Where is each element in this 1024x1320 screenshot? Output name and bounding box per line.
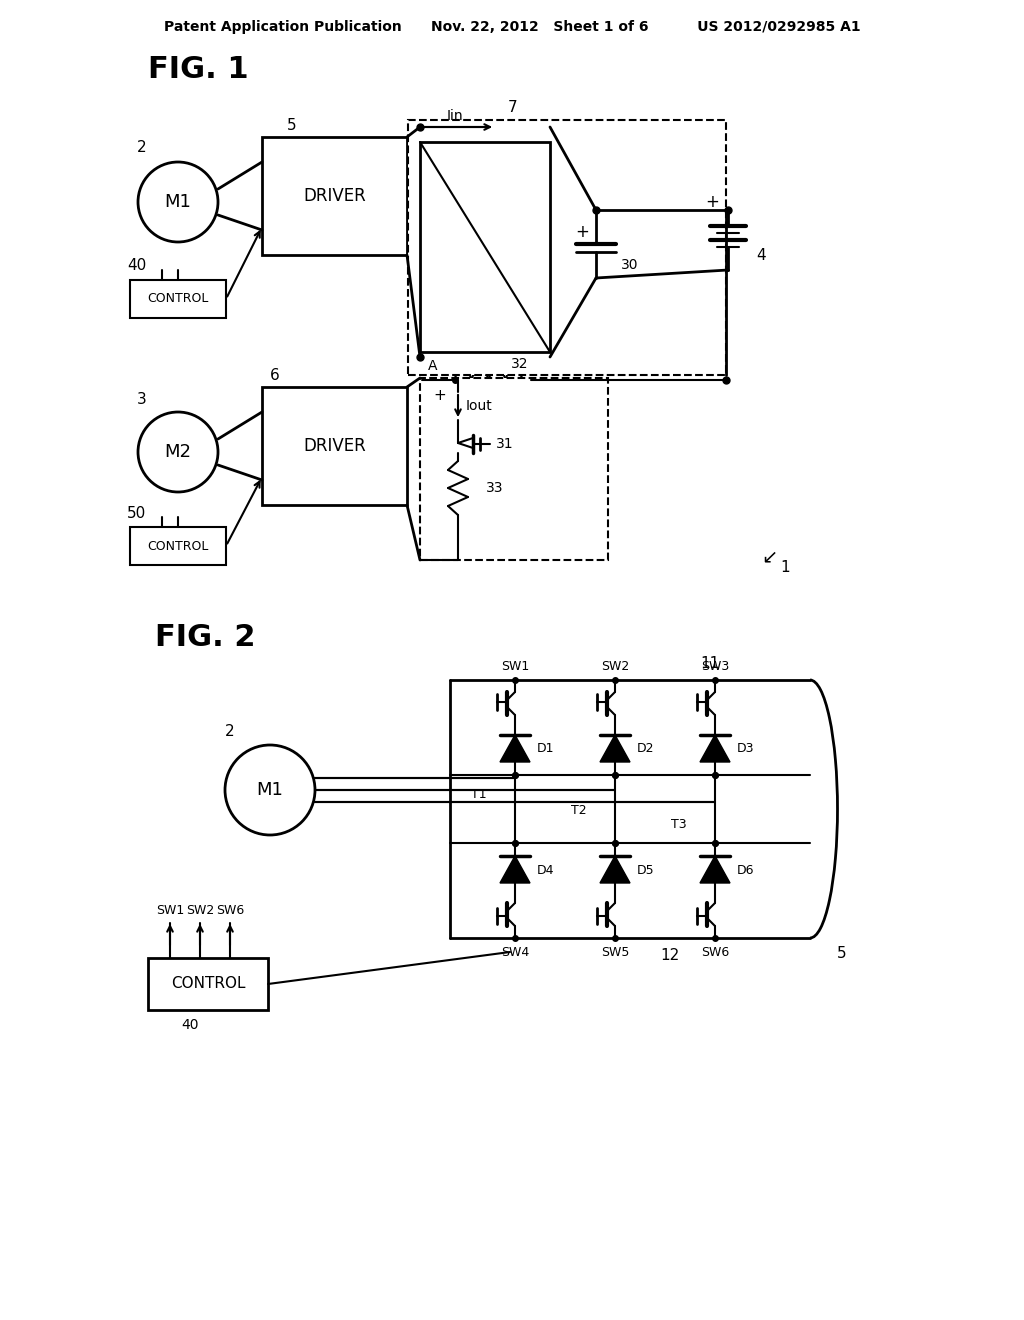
Text: 7: 7	[508, 99, 518, 115]
Text: 2: 2	[137, 140, 146, 156]
Text: Iin: Iin	[446, 110, 463, 123]
Text: 4: 4	[756, 248, 766, 263]
Text: D3: D3	[737, 742, 755, 755]
Text: D1: D1	[537, 742, 555, 755]
Text: Patent Application Publication      Nov. 22, 2012   Sheet 1 of 6          US 201: Patent Application Publication Nov. 22, …	[164, 20, 860, 34]
Text: 11: 11	[700, 656, 720, 672]
Text: D4: D4	[537, 863, 555, 876]
Text: SW4: SW4	[501, 945, 529, 958]
Text: DRIVER: DRIVER	[303, 187, 366, 205]
Text: +: +	[433, 388, 446, 404]
Text: 6: 6	[270, 367, 280, 383]
Bar	[408, 120, 726, 375]
Polygon shape	[600, 735, 630, 762]
Bar	[420, 143, 550, 352]
Text: CONTROL: CONTROL	[147, 293, 209, 305]
Bar	[130, 527, 226, 565]
Text: 40: 40	[181, 1018, 199, 1032]
Text: +: +	[706, 193, 719, 211]
Text: SW3: SW3	[700, 660, 729, 672]
Text: 5: 5	[838, 946, 847, 961]
Text: 2: 2	[225, 725, 234, 739]
Text: $\swarrow$: $\swarrow$	[758, 549, 778, 568]
Bar	[262, 387, 407, 506]
Text: D2: D2	[637, 742, 654, 755]
Bar	[148, 958, 268, 1010]
Polygon shape	[700, 855, 730, 883]
Text: Iout: Iout	[466, 399, 493, 413]
Text: FIG. 2: FIG. 2	[155, 623, 256, 652]
Polygon shape	[500, 735, 530, 762]
Text: DRIVER: DRIVER	[303, 437, 366, 455]
Text: T1: T1	[471, 788, 487, 801]
Text: 12: 12	[660, 949, 680, 964]
Text: T3: T3	[672, 818, 687, 832]
Bar	[130, 280, 226, 318]
Text: CONTROL: CONTROL	[147, 540, 209, 553]
Text: SW2: SW2	[186, 903, 214, 916]
Text: SW1: SW1	[156, 903, 184, 916]
Text: SW6: SW6	[216, 903, 244, 916]
Text: SW6: SW6	[700, 945, 729, 958]
Text: 1: 1	[780, 561, 790, 576]
Text: 33: 33	[486, 480, 504, 495]
Text: 31: 31	[496, 437, 514, 451]
Text: SW2: SW2	[601, 660, 629, 672]
Text: SW1: SW1	[501, 660, 529, 672]
Bar	[262, 137, 407, 255]
Text: D6: D6	[737, 863, 755, 876]
Text: D5: D5	[637, 863, 654, 876]
Text: 5: 5	[287, 117, 297, 132]
Polygon shape	[700, 735, 730, 762]
Text: 40: 40	[127, 259, 146, 273]
Text: A: A	[427, 359, 437, 374]
Text: 50: 50	[127, 506, 146, 520]
Polygon shape	[500, 855, 530, 883]
Text: CONTROL: CONTROL	[171, 977, 246, 991]
Bar	[420, 378, 608, 560]
Text: FIG. 1: FIG. 1	[148, 55, 249, 84]
Text: 3: 3	[137, 392, 146, 408]
Text: 32: 32	[511, 356, 528, 371]
Text: M2: M2	[165, 444, 191, 461]
Text: M1: M1	[165, 193, 191, 211]
Text: 30: 30	[621, 257, 639, 272]
Text: SW5: SW5	[601, 945, 629, 958]
Text: M1: M1	[257, 781, 284, 799]
Text: +: +	[575, 223, 589, 242]
Text: T2: T2	[571, 804, 587, 817]
Polygon shape	[600, 855, 630, 883]
